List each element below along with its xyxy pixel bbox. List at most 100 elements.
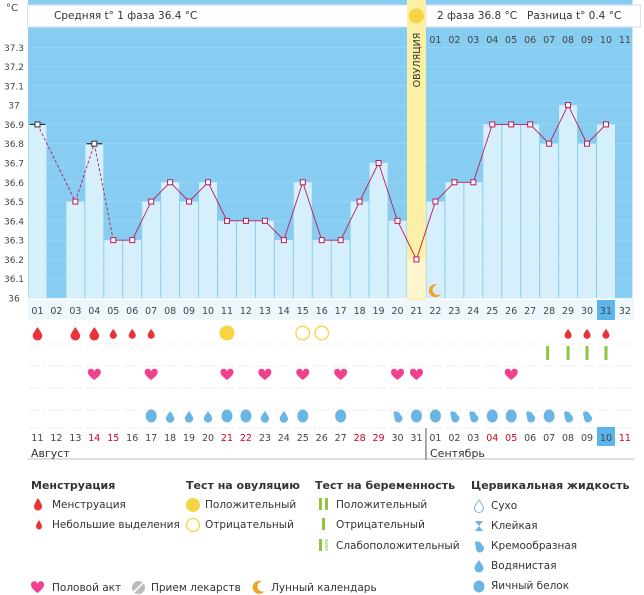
temperature-line-segment	[397, 220, 417, 260]
calendar-date-label: 07	[543, 433, 555, 444]
temperature-point-marker	[129, 237, 136, 244]
legend-ovulation-negative: Отрицательный	[205, 519, 294, 531]
y-tick-label: 36.7	[4, 160, 24, 170]
calendar-date-label: 06	[524, 433, 536, 444]
fluid-creamy-icon	[450, 411, 460, 423]
cycle-day-label: 07	[145, 306, 157, 317]
pregnancy-test-positive-icon	[585, 346, 589, 360]
temperature-bar	[540, 143, 559, 298]
y-tick-label: 37.1	[4, 82, 24, 92]
temperature-point-marker	[242, 217, 249, 224]
fluid-eggwhite-icon	[486, 409, 498, 423]
fluid-watery-icon	[279, 411, 289, 423]
y-tick-label: 36.4	[4, 217, 24, 227]
temperature-point-marker	[470, 179, 477, 186]
ovulation-test-negative-icon	[314, 325, 330, 341]
legend-menstruation-title: Менструация	[31, 479, 116, 492]
temperature-bar	[104, 240, 123, 298]
spotting-drop-icon	[109, 328, 117, 339]
y-axis-label: °C	[6, 3, 18, 14]
temperature-point-marker	[565, 102, 572, 109]
temperature-point-marker	[72, 198, 79, 205]
cycle-day-label: 16	[316, 306, 328, 317]
fluid-eggwhite-icon	[297, 409, 309, 423]
calendar-date-label: 25	[297, 433, 309, 444]
y-tick-label: 36.1	[4, 275, 24, 285]
cycle-day-label: 06	[126, 306, 138, 317]
temperature-bar	[180, 201, 199, 298]
temperature-point-marker	[337, 237, 344, 244]
temperature-point-marker	[318, 237, 325, 244]
temperature-point-marker	[223, 217, 230, 224]
negative-ovulation-ring-icon	[185, 517, 201, 533]
spotting-drop-icon	[36, 520, 42, 530]
legend-lunar-calendar: Лунный календарь	[271, 582, 377, 594]
cycle-day-label: 25	[486, 306, 498, 317]
temperature-line-segment	[340, 201, 361, 241]
temperature-point-marker	[413, 256, 420, 263]
temperature-bar	[483, 124, 502, 298]
temperature-bar	[28, 124, 47, 298]
top-day-label: 06	[524, 35, 536, 46]
cycle-day-label: 26	[505, 306, 517, 317]
calendar-date-label: 09	[581, 433, 593, 444]
temperature-point-marker	[205, 179, 212, 186]
spotting-drop-icon	[128, 328, 136, 339]
temperature-point-marker	[261, 217, 268, 224]
phase1-average-label: Средняя t° 1 фаза 36.4 °C	[54, 10, 198, 22]
spotting-drop-icon	[147, 328, 155, 339]
temperature-line-segment	[264, 220, 285, 241]
calendar-date-label: 14	[88, 433, 100, 444]
legend-ovulation-title: Тест на овуляцию	[186, 479, 300, 492]
cycle-day-label: 29	[562, 306, 574, 317]
fluid-eggwhite-icon	[543, 409, 555, 423]
cycle-day-label: 05	[107, 306, 119, 317]
cycle-day-label: 17	[335, 306, 347, 317]
fluid-eggwhite-icon	[505, 409, 517, 423]
pregnancy-positive-icon	[319, 498, 328, 510]
pregnancy-negative-icon	[322, 518, 325, 530]
temperature-line-segment	[302, 182, 323, 241]
legend-pregnancy-positive: Положительный	[336, 499, 428, 511]
temperature-line-segment	[359, 162, 379, 202]
calendar-date-label: 12	[50, 433, 62, 444]
calendar-date-label: 28	[354, 433, 366, 444]
temperature-difference-label: Разница t° 0.4 °C	[527, 10, 622, 22]
temperature-bar	[66, 201, 85, 298]
temperature-point-marker	[299, 179, 306, 186]
legend-fluid-title: Цервикальная жидкость	[471, 479, 630, 492]
temperature-bar	[274, 240, 293, 298]
temperature-point-marker	[186, 198, 193, 205]
cycle-day-label: 10	[202, 306, 214, 317]
moon-icon	[252, 580, 265, 594]
temperature-point-marker	[451, 179, 458, 186]
menstruation-drop-icon	[89, 327, 100, 341]
intercourse-heart-icon	[504, 368, 518, 380]
cycle-day-label: 30	[581, 306, 593, 317]
cycle-day-label: 19	[373, 306, 385, 317]
intercourse-heart-icon	[30, 581, 45, 593]
temperature-line-segment	[169, 181, 190, 202]
temperature-bar	[464, 182, 483, 298]
cycle-day-label: 21	[410, 306, 422, 317]
cycle-day-label: 12	[240, 306, 252, 317]
temperature-bar	[161, 182, 180, 298]
temperature-bar	[350, 201, 369, 298]
creamy-fluid-icon	[475, 541, 484, 553]
temperature-bar	[331, 240, 350, 298]
calendar-date-label: 26	[316, 433, 328, 444]
temperature-line-segment	[586, 124, 607, 145]
temperature-point-marker	[527, 121, 534, 128]
legend-fluid-watery: Водянистая	[491, 560, 557, 572]
calendar-date-label: 10	[600, 433, 612, 444]
calendar-date-label: 11	[619, 433, 631, 444]
top-day-label: 10	[600, 35, 612, 46]
ovulation-column	[407, 0, 426, 300]
temperature-chart: 36 36.1 36.2 36.3 36.4 36.5 36.6 36.7 36.8 36.9 37…	[4, 0, 641, 460]
cycle-day-label: 04	[88, 306, 100, 317]
y-tick-label: 36	[8, 295, 20, 305]
fluid-eggwhite-icon	[335, 409, 347, 423]
temperature-bar	[218, 220, 236, 298]
cycle-day-label: 32	[619, 306, 631, 317]
calendar-date-label: 18	[164, 433, 176, 444]
